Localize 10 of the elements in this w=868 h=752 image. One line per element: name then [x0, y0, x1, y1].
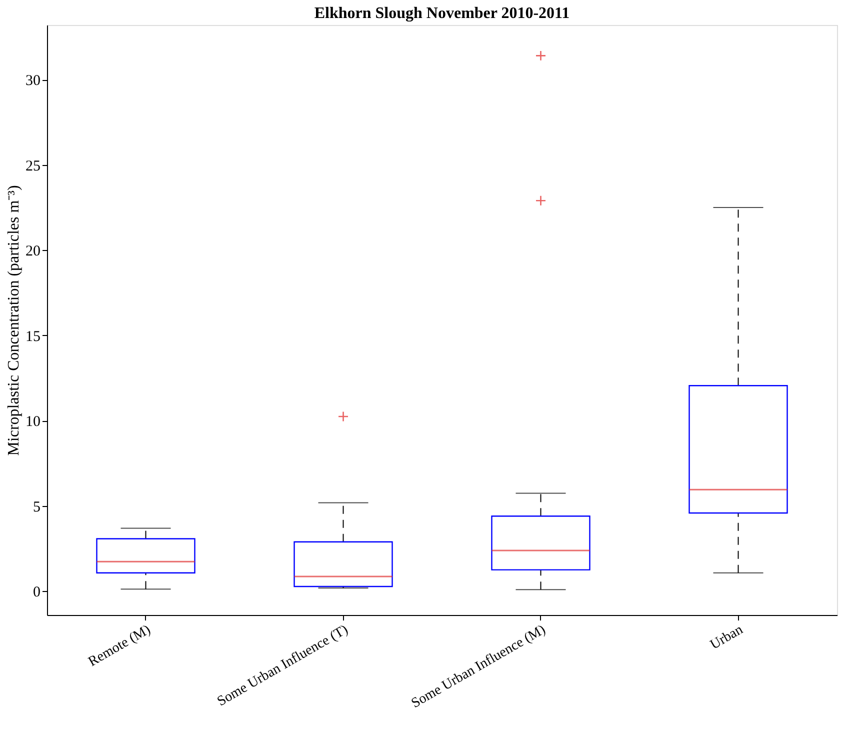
- y-tick-label: 20: [26, 244, 40, 260]
- y-tick-label: 30: [26, 73, 40, 90]
- chart-title: Elkhorn Slough November 2010-2011: [314, 5, 570, 22]
- y-tick-label: 15: [26, 328, 40, 345]
- y-axis-title: Microplastic Concentration (particles m⁻³): [6, 185, 22, 456]
- y-tick-label: 5: [33, 499, 40, 516]
- y-tick-label: 0: [33, 584, 40, 601]
- y-tick-label: 10: [26, 414, 40, 430]
- y-tick-label: 25: [26, 158, 40, 174]
- x-tick-label: Urban: [708, 622, 746, 653]
